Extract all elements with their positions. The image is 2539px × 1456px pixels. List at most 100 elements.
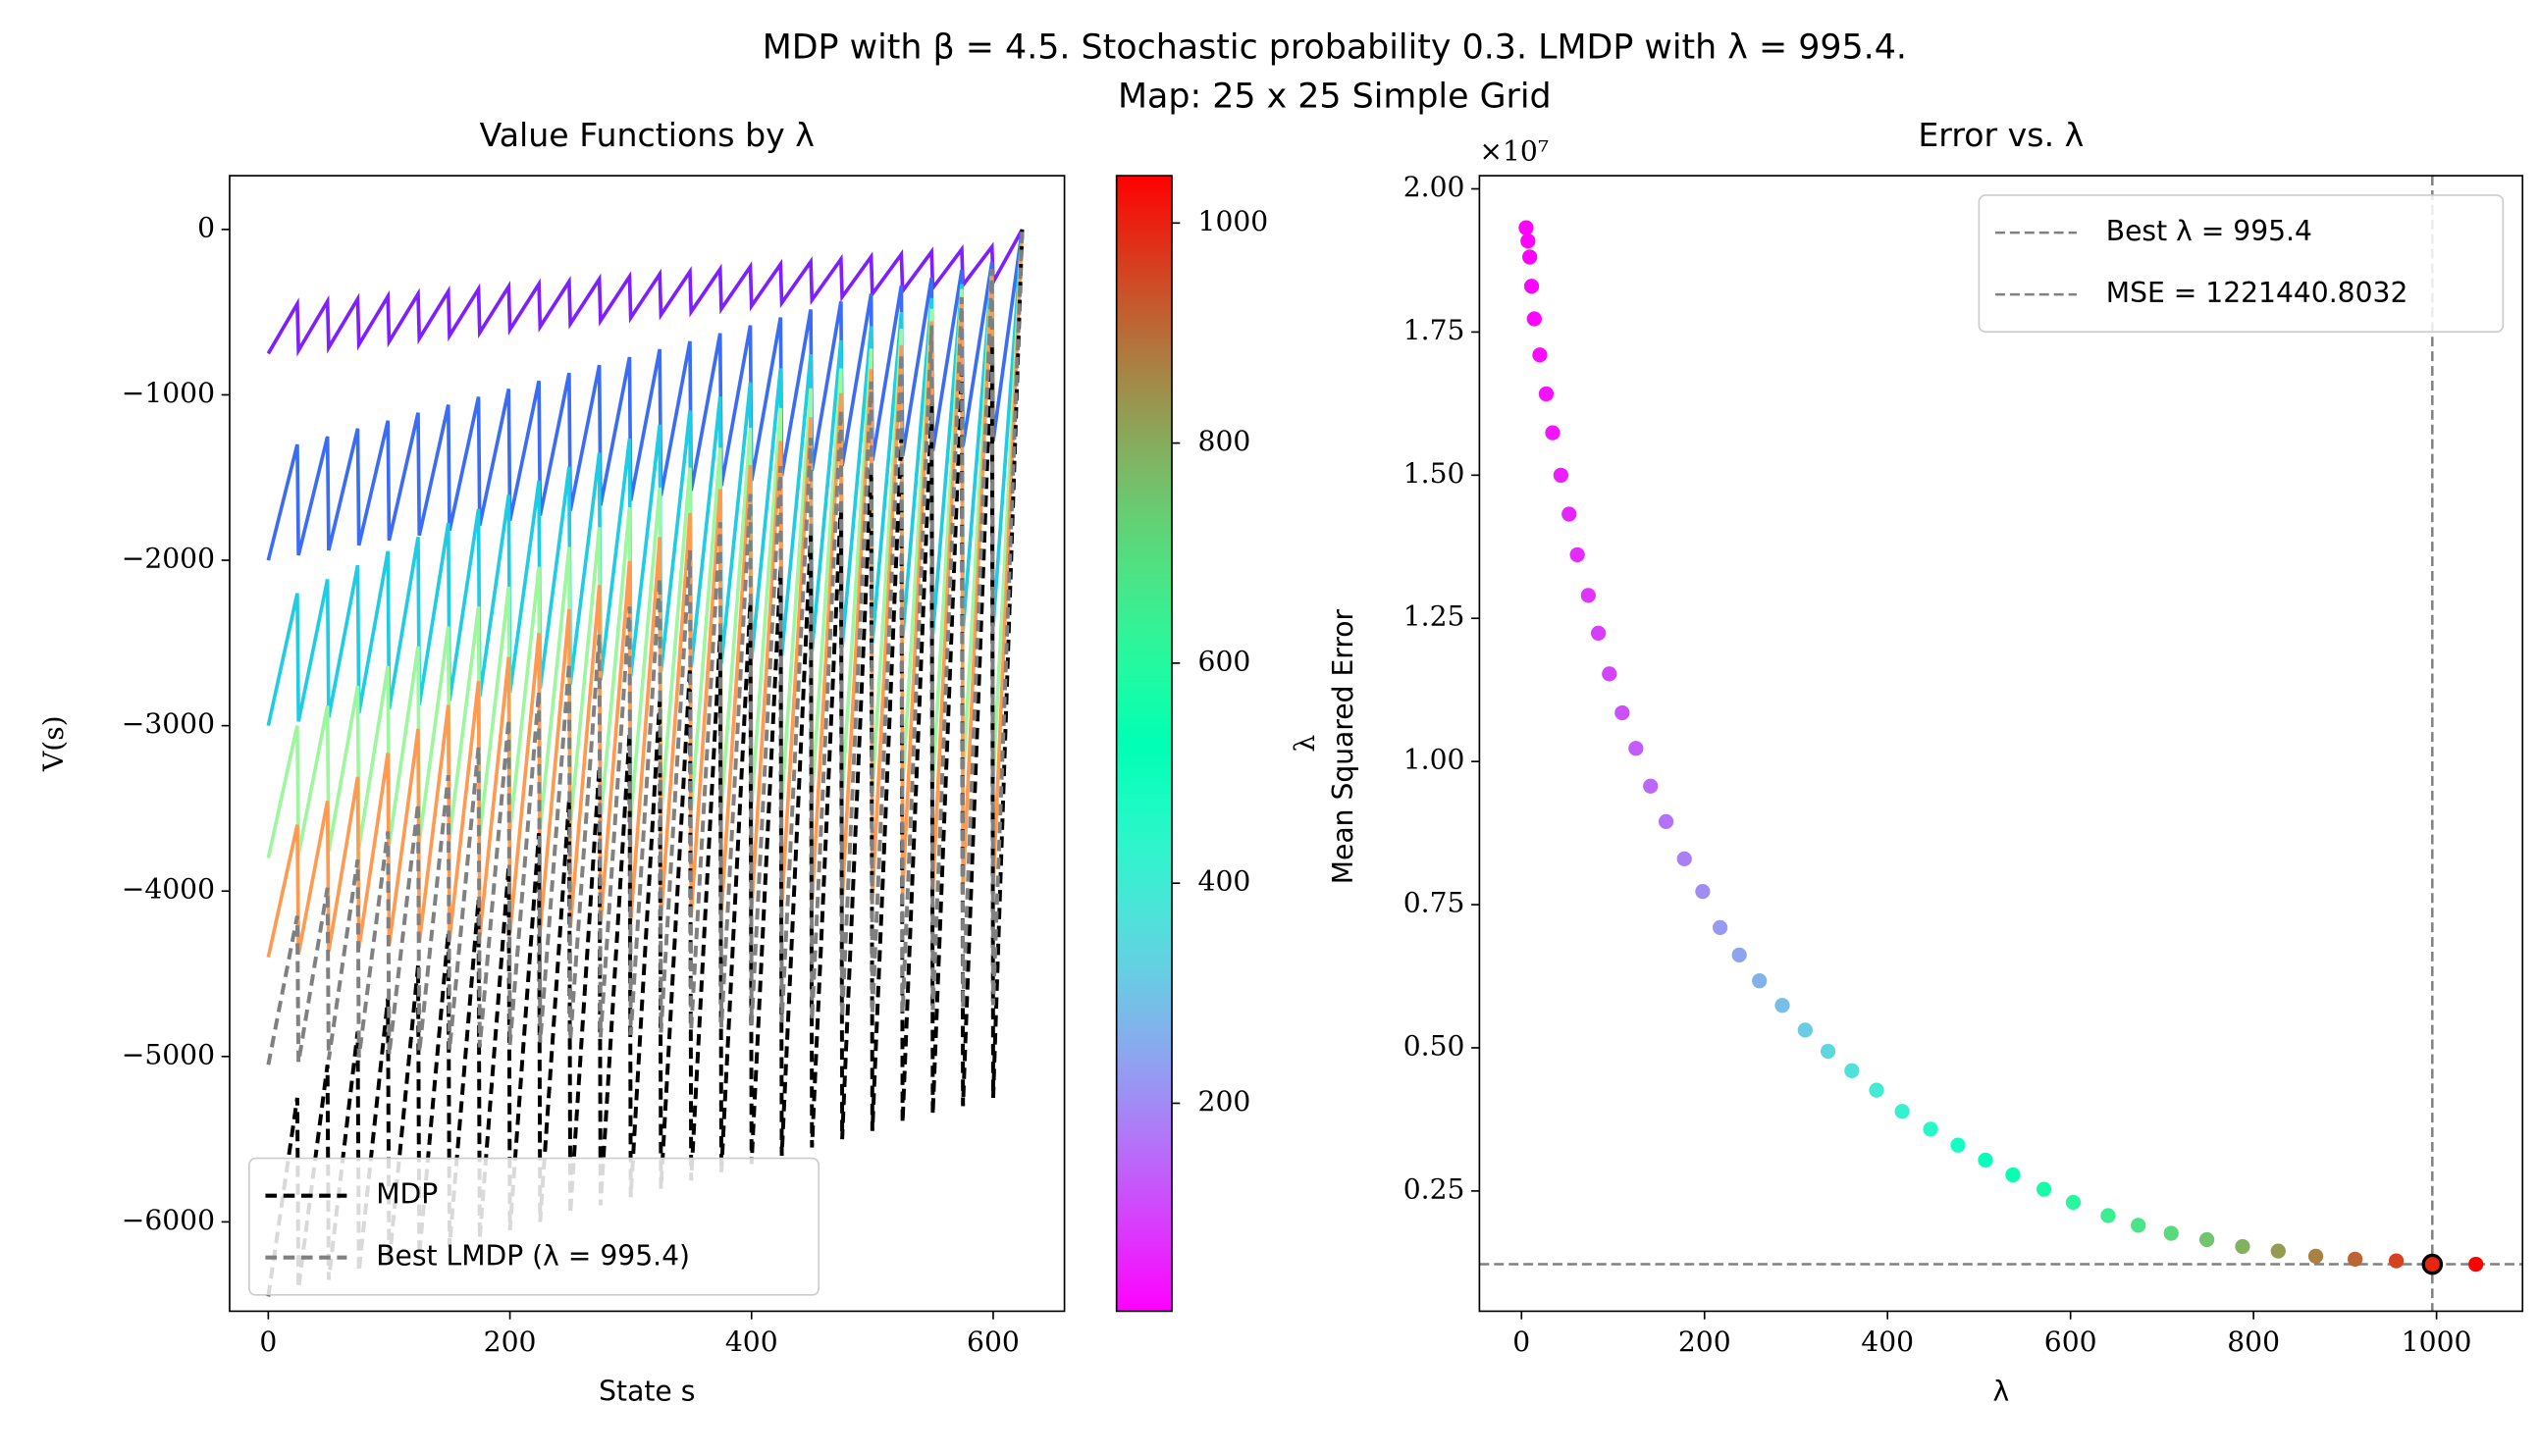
scatter-point	[2421, 1253, 2444, 1275]
scatter-point	[2270, 1243, 2286, 1259]
x-tick-label: 200	[1678, 1326, 1731, 1358]
scatter-point	[2065, 1194, 2082, 1211]
scatter-point	[1752, 973, 1768, 989]
y-tick-label: 0	[197, 211, 215, 243]
y-tick-label: −3000	[122, 707, 215, 740]
suptitle: MDP with β = 4.5. Stochastic probability…	[763, 28, 1907, 68]
scatter-point	[2036, 1181, 2052, 1197]
y-tick-label: 2.00	[1403, 171, 1465, 203]
scatter-point	[1731, 947, 1747, 963]
colorbar-tick-label: 400	[1198, 865, 1251, 898]
x-tick-label: 400	[1861, 1326, 1914, 1358]
plot-area	[266, 228, 1025, 1297]
scatter-point	[1643, 778, 1659, 794]
scatter-point	[1553, 467, 1568, 483]
y-offset-label: ×10⁷	[1479, 134, 1549, 167]
x-tick-label: 1000	[2402, 1326, 2472, 1358]
legend-label: Best LMDP (λ = 995.4)	[376, 1240, 690, 1273]
x-axis-label: State s	[599, 1375, 695, 1407]
scatter-point	[1844, 1063, 1860, 1078]
value-function-line	[266, 229, 1025, 561]
scatter-point	[1538, 386, 1555, 402]
series-line	[266, 229, 1025, 1066]
scatter-point	[1894, 1104, 1910, 1119]
y-tick-label: −1000	[122, 377, 215, 409]
colorbar-tick-label: 1000	[1198, 205, 1269, 237]
axes-frame	[1478, 175, 2524, 1313]
scatter-point	[1774, 998, 1790, 1014]
scatter-point	[1522, 249, 1538, 265]
y-tick-label: 0.25	[1403, 1172, 1465, 1205]
colorbar	[1115, 175, 1173, 1313]
y-axis-label: Mean Squared Error	[1327, 608, 1359, 884]
scatter-point	[1580, 588, 1596, 603]
scatter-point	[2163, 1225, 2179, 1241]
scatter-point	[1869, 1082, 1884, 1098]
scatter-point	[2307, 1248, 2324, 1265]
x-tick-label: 800	[2227, 1326, 2280, 1358]
scatter-point	[2468, 1256, 2484, 1273]
x-tick-label: 400	[725, 1326, 778, 1358]
legend-label: MDP	[376, 1178, 438, 1211]
y-tick-label: 0.50	[1403, 1029, 1465, 1062]
scatter-point	[1676, 851, 1692, 866]
scatter-point	[1712, 919, 1728, 936]
scatter-point	[1950, 1137, 1966, 1153]
colorbar-tick-label: 600	[1198, 645, 1251, 677]
colorbar-tick-label: 800	[1198, 425, 1251, 457]
suptitle: Map: 25 x 25 Simple Grid	[1118, 77, 1552, 116]
scatter-point	[1532, 347, 1548, 363]
scatter-point	[1978, 1152, 1993, 1168]
x-tick-label: 200	[484, 1326, 537, 1358]
y-tick-label: 0.75	[1403, 887, 1465, 919]
scatter-point	[1545, 425, 1560, 441]
x-tick-label: 0	[259, 1326, 277, 1358]
scatter-point	[1923, 1121, 1938, 1137]
y-tick-label: −2000	[122, 543, 215, 575]
scatter-point	[1590, 625, 1607, 642]
scatter-point	[1695, 883, 1711, 900]
x-tick-label: 600	[967, 1326, 1020, 1358]
scatter-point	[1797, 1022, 1813, 1038]
scatter-point	[1561, 506, 1577, 522]
scatter-point	[1569, 546, 1585, 563]
axes-frame	[229, 175, 1066, 1313]
y-tick-label: 1.75	[1403, 314, 1465, 346]
scatter-point	[2235, 1238, 2250, 1255]
scatter-point	[1518, 220, 1534, 235]
y-tick-label: −5000	[122, 1038, 215, 1070]
colorbar-tick-label: 200	[1198, 1085, 1251, 1118]
value-function-line	[266, 229, 1025, 727]
scatter-point	[1523, 279, 1540, 294]
scatter-point	[2005, 1167, 2021, 1183]
scatter-point	[1602, 666, 1617, 682]
x-tick-label: 0	[1512, 1326, 1530, 1358]
scatter-point	[2347, 1251, 2363, 1267]
scatter-point	[1520, 233, 1536, 249]
scatter-point	[2100, 1208, 2116, 1223]
y-axis-label: V(s)	[37, 715, 70, 772]
legend-label: MSE = 1221440.8032	[2106, 277, 2408, 309]
scatter-point	[1628, 741, 1644, 756]
y-tick-label: 1.00	[1403, 744, 1465, 776]
y-tick-label: −6000	[122, 1204, 215, 1236]
axes-title: Error vs. λ	[1918, 116, 2084, 154]
axes-title: Value Functions by λ	[480, 116, 815, 154]
y-tick-label: 1.25	[1403, 600, 1465, 633]
scatter-point	[1526, 311, 1542, 327]
value-function-line	[266, 228, 1025, 357]
scatter-point	[2198, 1231, 2215, 1248]
scatter-point	[2388, 1253, 2405, 1269]
scatter-point	[1658, 813, 1674, 830]
legend-box	[248, 1157, 820, 1296]
legend-box	[1978, 194, 2505, 334]
colorbar-label: λ	[1289, 735, 1321, 753]
y-tick-label: 1.50	[1403, 457, 1465, 490]
scatter-point	[1820, 1043, 1836, 1060]
series-line	[266, 229, 1025, 1297]
x-axis-label: λ	[1992, 1375, 2009, 1407]
x-tick-label: 600	[2044, 1326, 2097, 1358]
scatter-point	[1614, 704, 1630, 721]
